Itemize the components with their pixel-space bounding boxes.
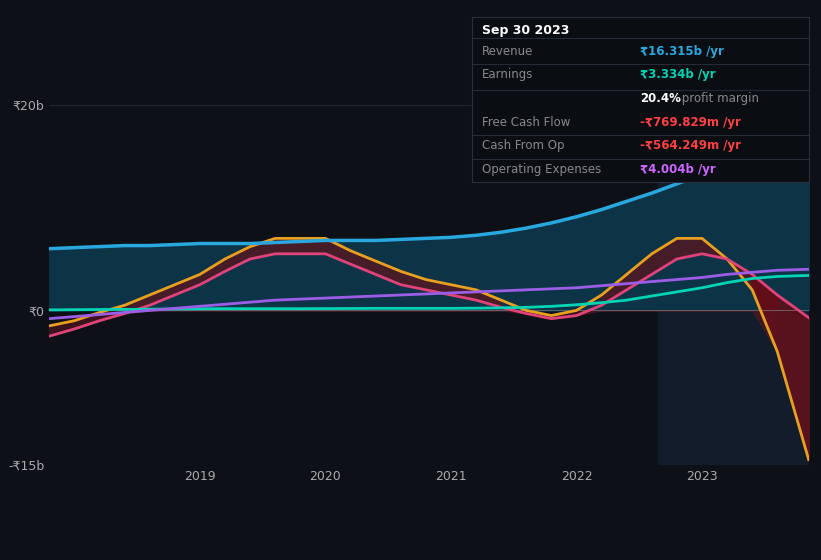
Text: Free Cash Flow: Free Cash Flow xyxy=(482,116,571,129)
Text: -₹564.249m /yr: -₹564.249m /yr xyxy=(640,139,741,152)
Text: -₹769.829m /yr: -₹769.829m /yr xyxy=(640,116,741,129)
Text: Sep 30 2023: Sep 30 2023 xyxy=(482,24,569,36)
Text: Cash From Op: Cash From Op xyxy=(482,139,564,152)
Text: Operating Expenses: Operating Expenses xyxy=(482,163,601,176)
Text: Revenue: Revenue xyxy=(482,45,534,58)
Bar xyxy=(658,84,809,465)
Text: ₹16.315b /yr: ₹16.315b /yr xyxy=(640,45,724,58)
Text: 20.4%: 20.4% xyxy=(640,92,681,105)
Text: ₹3.334b /yr: ₹3.334b /yr xyxy=(640,68,716,82)
Text: Earnings: Earnings xyxy=(482,68,534,82)
Text: ₹4.004b /yr: ₹4.004b /yr xyxy=(640,163,716,176)
Text: profit margin: profit margin xyxy=(678,92,759,105)
